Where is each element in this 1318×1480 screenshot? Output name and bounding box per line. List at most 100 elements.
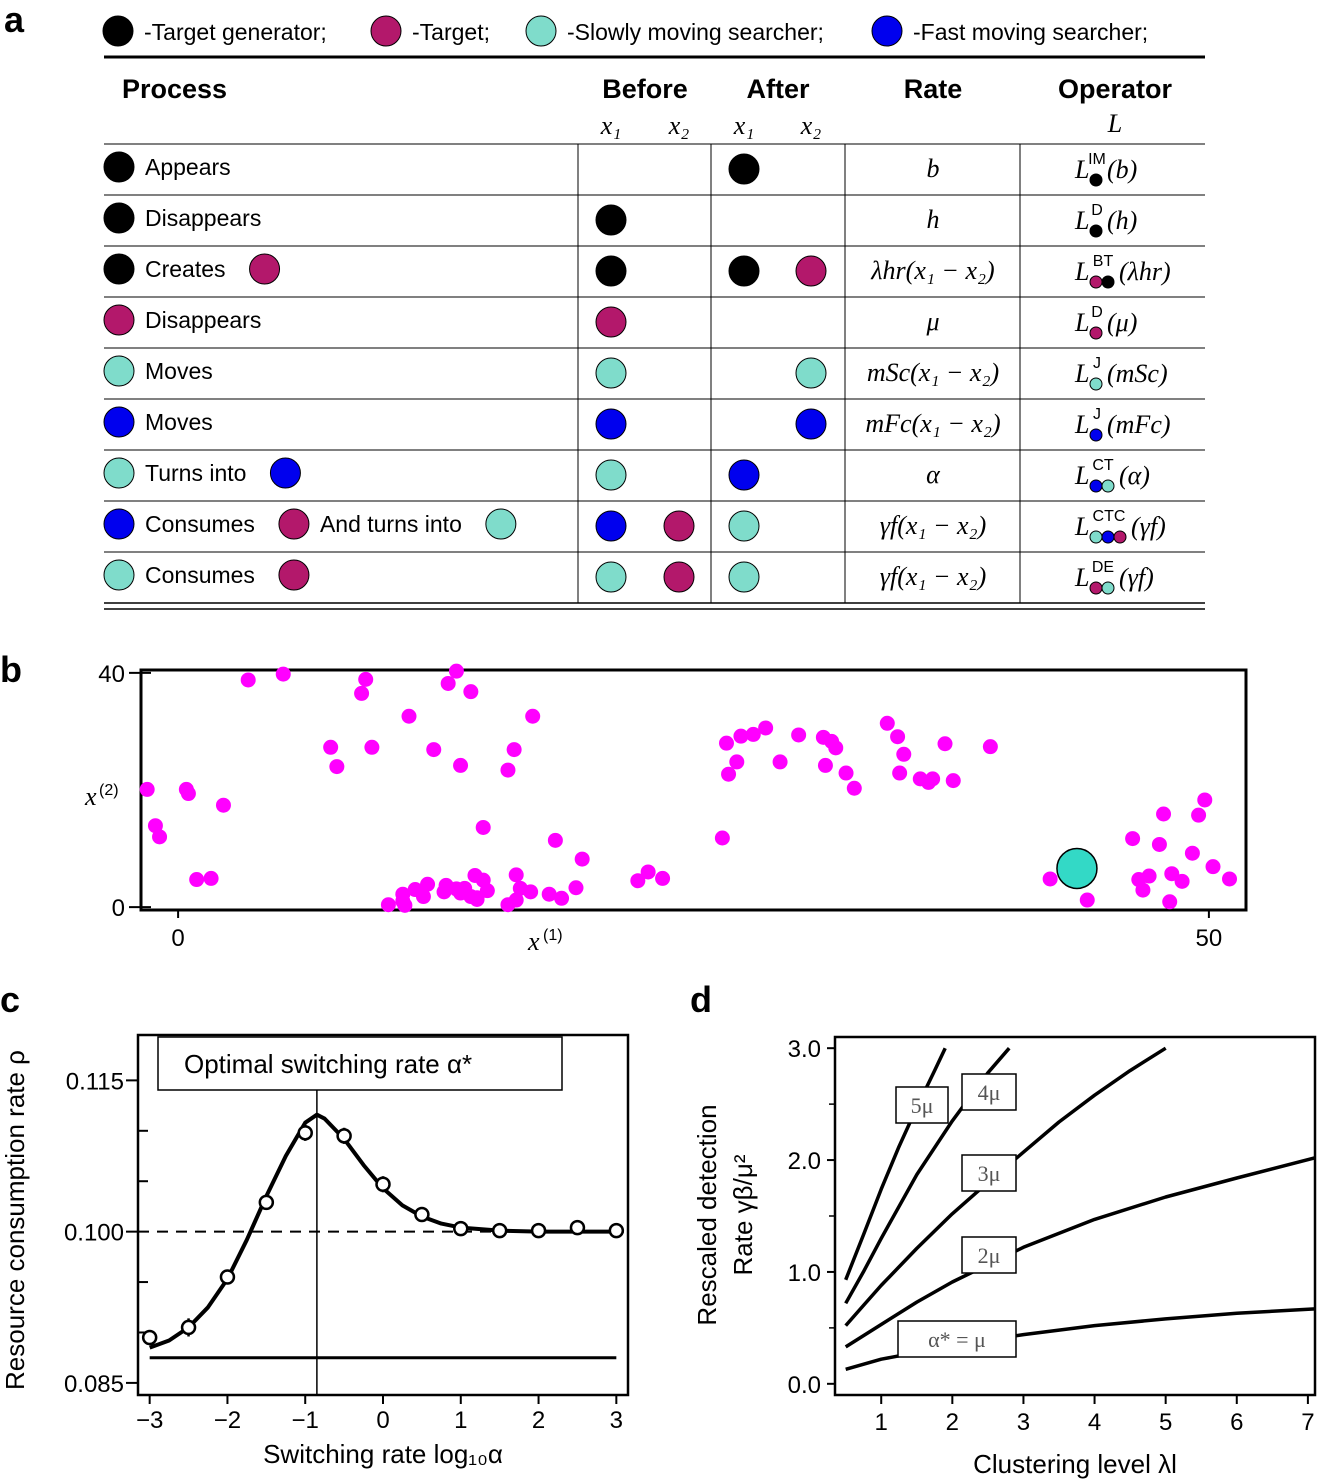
target-point — [896, 746, 912, 762]
target-point — [215, 797, 231, 813]
point-marker — [375, 1176, 391, 1192]
table-row: Disappears μ L D (μ) — [103, 296, 1205, 340]
series-label-box — [961, 1154, 1017, 1192]
target-point — [1141, 868, 1157, 884]
slow-after-icon — [795, 357, 827, 389]
target-point — [1164, 866, 1180, 882]
x-tick-label: 7 — [1301, 1409, 1314, 1436]
target-after-icon — [795, 255, 827, 287]
x-tick-label: 5 — [1159, 1409, 1172, 1436]
legend-label: -Target; — [412, 19, 490, 45]
target-point — [721, 766, 737, 782]
x-tick-label: 1 — [454, 1407, 467, 1434]
target-point — [791, 727, 807, 743]
target-point — [925, 771, 941, 787]
header-before-x1: x₁ — [600, 111, 622, 140]
point-marker — [414, 1206, 430, 1223]
operator-argument: (μ) — [1107, 308, 1137, 337]
target-point — [568, 880, 584, 896]
target-subscript-icon — [1089, 275, 1103, 289]
process-label: Appears — [145, 154, 231, 180]
process-label: Moves — [145, 358, 213, 384]
header-operator-symbol: L — [1107, 109, 1122, 138]
x-tick-label: 3 — [610, 1407, 623, 1434]
target-point — [733, 728, 749, 744]
fast-subscript-icon — [1089, 479, 1103, 493]
panel-a-letter: a — [4, 0, 25, 40]
operator-superscript: CTC — [1093, 508, 1126, 525]
data-point — [297, 1124, 313, 1141]
slow-subscript-icon — [1101, 479, 1115, 493]
target-point — [838, 765, 854, 781]
x-tick-label: 0 — [376, 1407, 389, 1434]
x-tick-label: 2 — [946, 1409, 959, 1436]
target-point — [426, 742, 442, 758]
target-point — [1125, 831, 1141, 847]
fast-marker-icon — [269, 457, 301, 489]
y-tick-label: 40 — [98, 661, 125, 688]
data-point — [414, 1206, 430, 1223]
target-subscript-icon — [1113, 530, 1127, 544]
y-tick-label: 0.085 — [64, 1371, 124, 1398]
panel-b-letter: b — [0, 649, 22, 690]
target-point — [547, 832, 563, 848]
target-point — [152, 829, 168, 845]
header-process: Process — [122, 74, 227, 104]
target-point — [508, 892, 524, 908]
target-marker-icon — [278, 559, 310, 591]
target-point — [772, 754, 788, 770]
slow-subscript-icon — [1089, 530, 1103, 544]
header-operator: Operator — [1058, 74, 1173, 104]
operator-argument: (mSc) — [1107, 359, 1168, 388]
operator-argument: (h) — [1107, 206, 1137, 235]
x-tick-label: −2 — [214, 1407, 241, 1434]
process-label: Creates — [145, 256, 226, 282]
series-line — [844, 1047, 1011, 1305]
y-axis-label: Rescaled detection — [692, 1104, 722, 1325]
point-marker — [141, 1329, 158, 1346]
target-point — [457, 880, 473, 896]
target-point — [574, 851, 590, 867]
data-point — [530, 1222, 547, 1239]
target-point — [541, 886, 557, 902]
series-label: α* = μ — [928, 1327, 986, 1352]
series-line — [844, 1156, 1316, 1349]
operator-symbol: L — [1074, 359, 1089, 388]
operator-symbol: L — [1074, 206, 1089, 235]
operator-argument: (b) — [1107, 155, 1137, 184]
fast-marker-icon — [103, 508, 135, 540]
target-point — [554, 890, 570, 906]
target-point — [879, 715, 895, 731]
fast-subscript-icon — [1101, 530, 1115, 544]
target-point — [1184, 845, 1200, 861]
generator-before-icon — [595, 255, 627, 287]
legend-label: -Slowly moving searcher; — [567, 19, 824, 45]
header-after-x2: x₂ — [800, 111, 822, 140]
y-tick-label: 3.0 — [788, 1036, 821, 1063]
annotation-label: Optimal switching rate α* — [184, 1049, 472, 1079]
fit-curve — [149, 1112, 617, 1350]
data-point — [258, 1194, 275, 1211]
point-marker — [453, 1220, 469, 1237]
target-point — [945, 773, 961, 789]
point-marker — [219, 1269, 236, 1285]
slow-subscript-icon — [1089, 377, 1103, 391]
fast-after-icon — [728, 459, 760, 491]
target-point — [397, 897, 413, 913]
header-before-x2: x₂ — [668, 111, 690, 140]
target-point — [937, 736, 953, 752]
target-point — [448, 663, 464, 679]
header-after: After — [746, 74, 809, 104]
data-point — [336, 1127, 352, 1144]
process-label: Consumes — [145, 562, 255, 588]
operator-superscript: D — [1091, 304, 1103, 321]
target-point — [525, 708, 541, 724]
y-tick-label: 1.0 — [788, 1260, 821, 1287]
target-marker-icon — [278, 508, 310, 540]
operator-superscript: D — [1091, 202, 1103, 219]
target-point — [463, 684, 479, 700]
slow-before-icon — [595, 459, 627, 491]
fast-subscript-icon — [1089, 428, 1103, 442]
x-axis-label: x — [527, 927, 540, 956]
